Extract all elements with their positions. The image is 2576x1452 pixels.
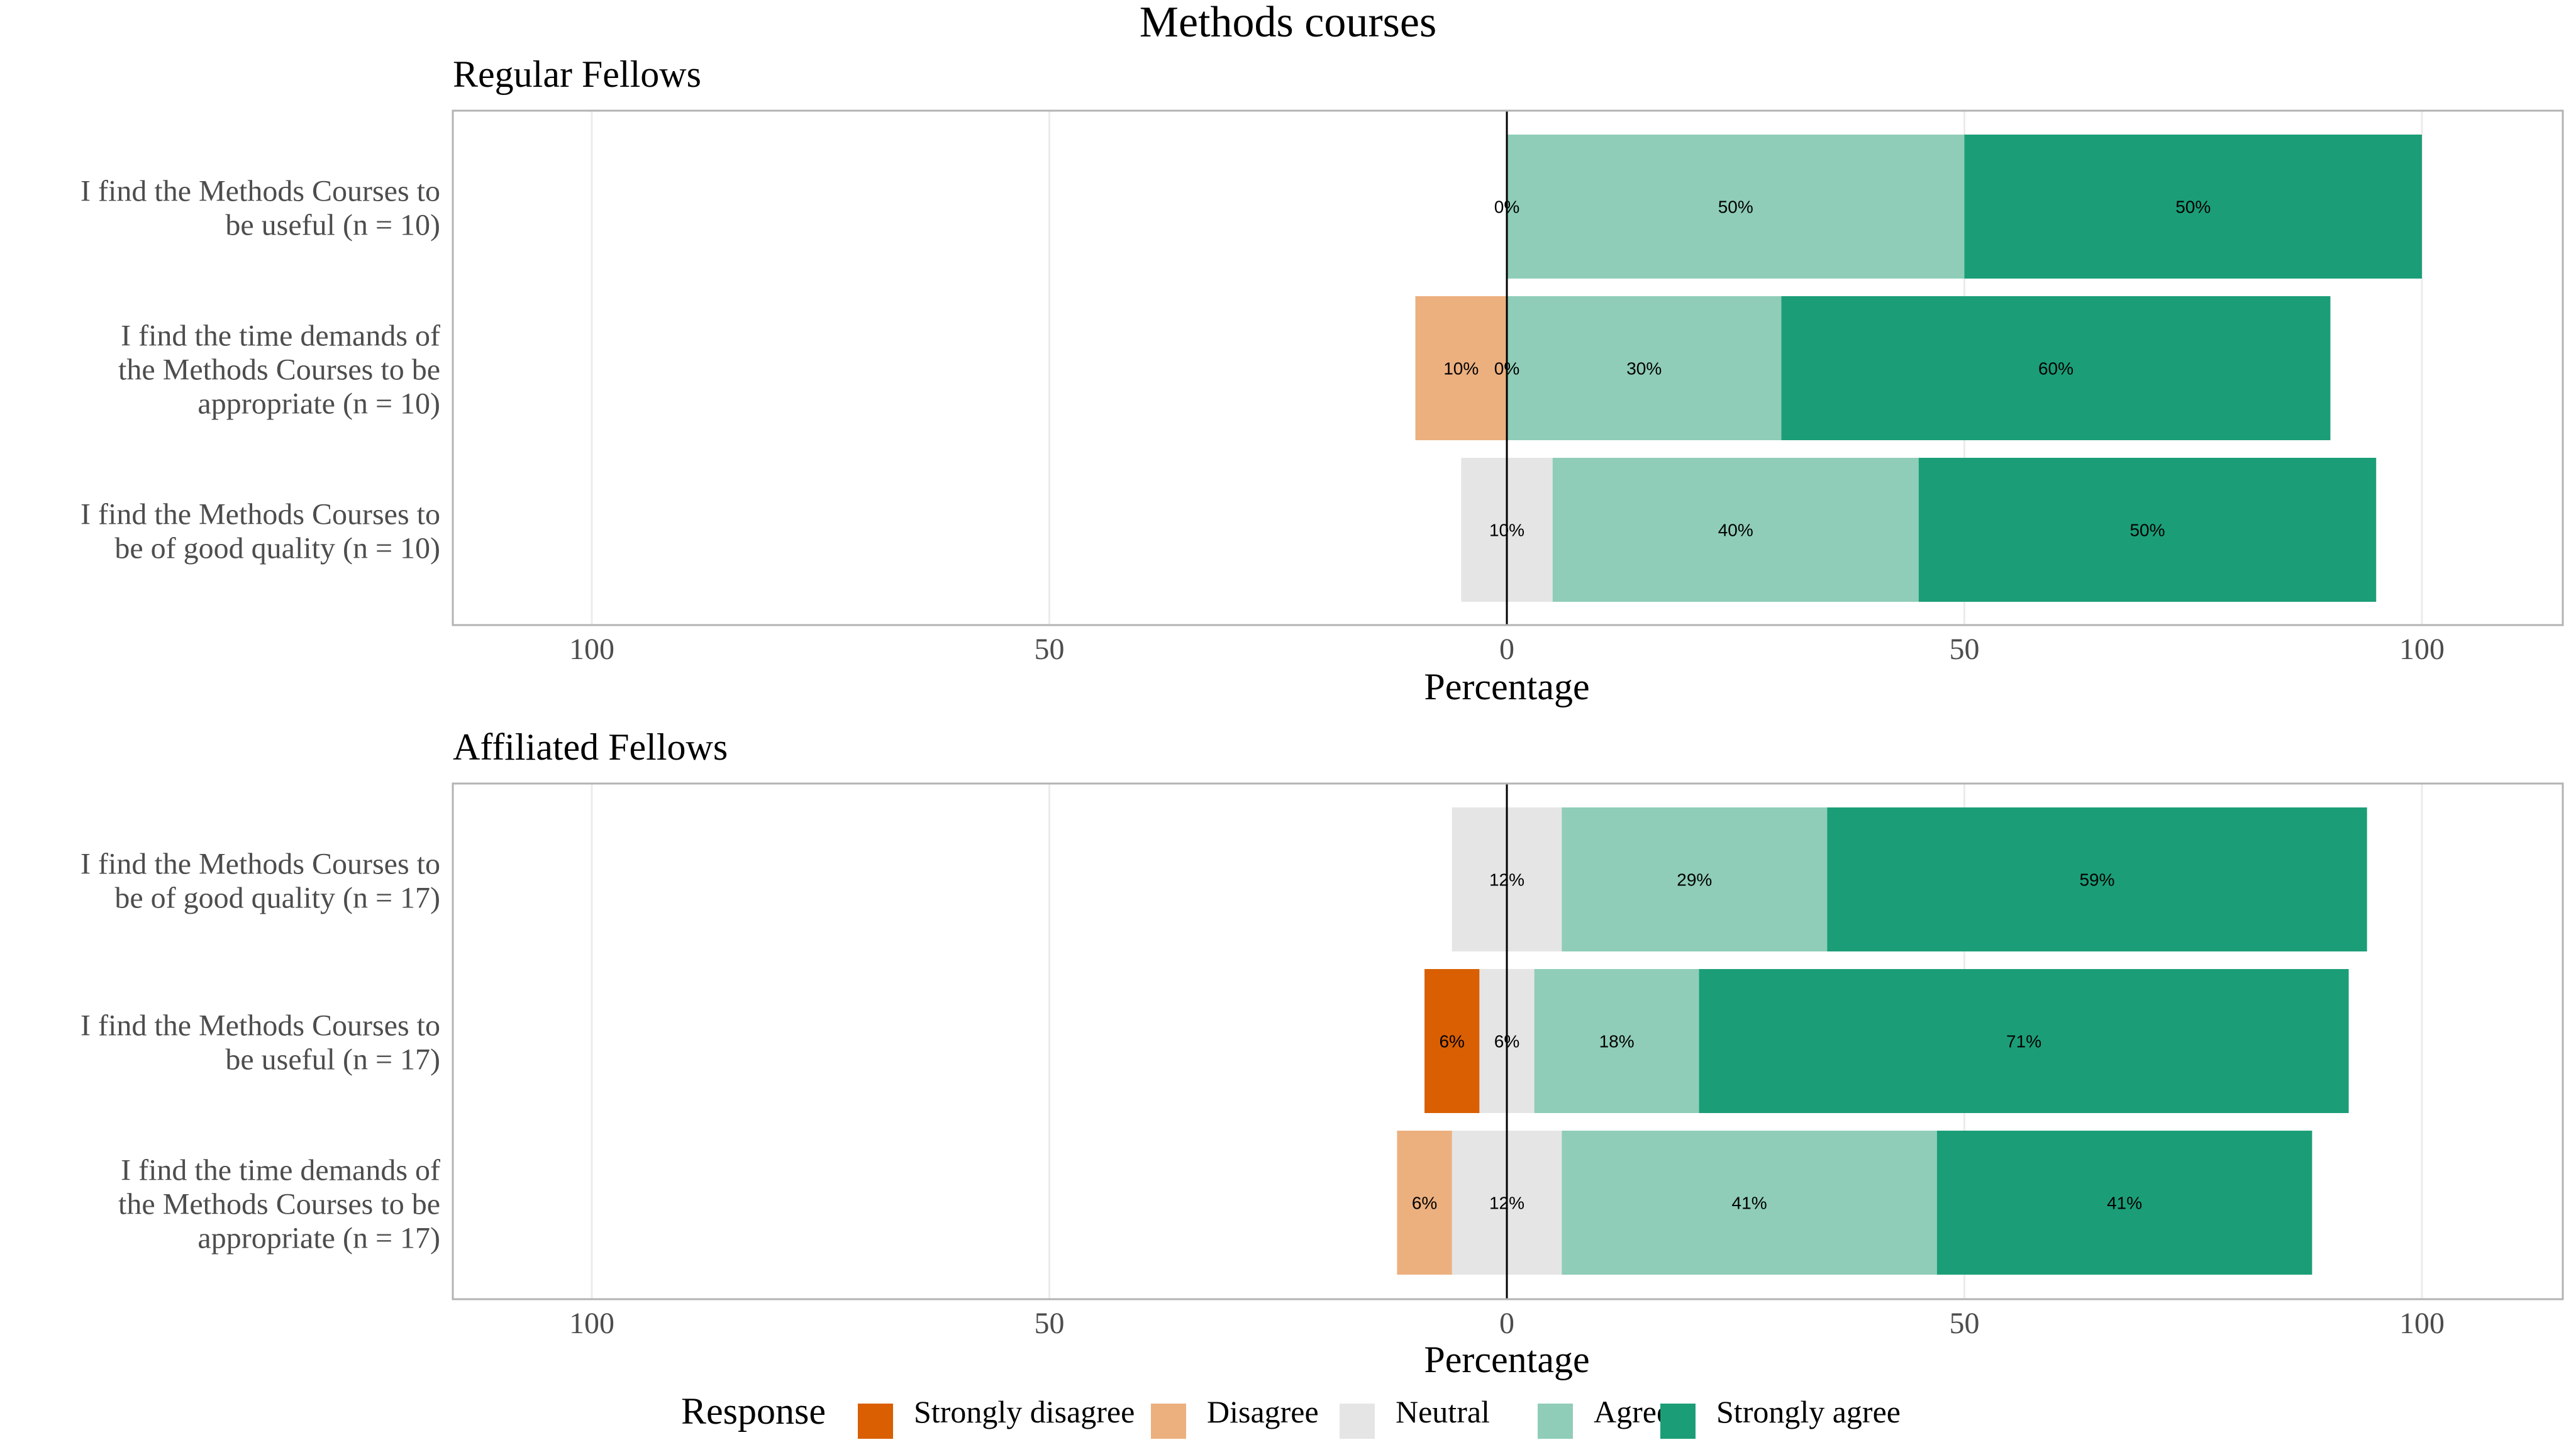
legend-label-strongly-disagree: Strongly disagree	[914, 1394, 1135, 1429]
bar-segment-neutral	[1479, 969, 1507, 1113]
legend-swatch-strongly-disagree	[858, 1404, 893, 1439]
x-tick-label: 50	[1035, 1307, 1065, 1340]
legend-label-strongly-agree: Strongly agree	[1716, 1394, 1901, 1429]
y-category-label: be useful (n = 17)	[225, 1043, 440, 1077]
bar-segment-neutral	[1507, 807, 1562, 951]
data-label: 50%	[2175, 197, 2211, 217]
x-tick-label: 100	[569, 633, 614, 666]
y-category-label: I find the Methods Courses to	[80, 1009, 440, 1043]
y-category-label: I find the time demands of	[121, 319, 440, 353]
bar-segment-neutral	[1461, 458, 1507, 602]
legend-title: Response	[681, 1390, 826, 1432]
y-category-label: appropriate (n = 10)	[197, 387, 440, 421]
y-category-label: I find the Methods Courses to	[80, 175, 440, 208]
data-label: 29%	[1677, 870, 1712, 890]
bar-segment-neutral	[1507, 1131, 1562, 1275]
legend-label-agree: Agree	[1594, 1394, 1670, 1429]
data-label: 6%	[1412, 1194, 1437, 1213]
y-category-label: the Methods Courses to be	[118, 1188, 440, 1221]
panel-border	[452, 782, 2564, 1300]
x-tick-label: 0	[1499, 633, 1514, 666]
data-label: 41%	[1732, 1194, 1767, 1213]
y-category-label: be of good quality (n = 17)	[114, 882, 440, 915]
legend-label-disagree: Disagree	[1207, 1394, 1319, 1429]
y-category-label: I find the Methods Courses to	[80, 498, 440, 531]
bar-segment-agree	[1507, 135, 1965, 279]
bar-segment-agree	[1562, 807, 1828, 951]
x-tick-label: 100	[569, 1307, 614, 1340]
bar-segment-strongly-agree	[1936, 1131, 2312, 1275]
x-tick-label: 50	[1035, 633, 1065, 666]
data-label: 18%	[1599, 1032, 1635, 1051]
bar-segment-agree	[1552, 458, 1919, 602]
data-label: 10%	[1443, 359, 1479, 379]
y-category-label: I find the time demands of	[121, 1154, 440, 1187]
y-category-label: be useful (n = 10)	[225, 209, 440, 242]
y-category-label: appropriate (n = 17)	[197, 1222, 440, 1255]
bar-segment-agree	[1507, 296, 1782, 440]
legend-swatch-neutral	[1340, 1404, 1375, 1439]
bar-segment-strongly-agree	[1699, 969, 2349, 1113]
data-label: 30%	[1626, 359, 1662, 379]
x-axis-label: Percentage	[1424, 666, 1589, 707]
bar-segment-neutral	[1452, 1131, 1507, 1275]
legend-swatch-strongly-agree	[1660, 1404, 1696, 1439]
data-label: 59%	[2079, 870, 2114, 890]
x-tick-label: 50	[1950, 633, 1980, 666]
bar-segment-disagree	[1397, 1131, 1452, 1275]
data-label: 50%	[1718, 197, 1753, 217]
y-category-label: the Methods Courses to be	[118, 353, 440, 387]
bar-segment-strongly-agree	[1781, 296, 2331, 440]
bar-segment-strongly-agree	[1827, 807, 2367, 951]
bar-segment-disagree	[1415, 296, 1507, 440]
x-tick-label: 50	[1950, 1307, 1980, 1340]
x-tick-label: 0	[1499, 1307, 1514, 1340]
data-label: 41%	[2107, 1194, 2142, 1213]
legend-swatch-disagree	[1151, 1404, 1186, 1439]
legend-label-neutral: Neutral	[1396, 1394, 1490, 1429]
data-label: 60%	[2038, 359, 2074, 379]
bar-segment-agree	[1562, 1131, 1937, 1275]
y-category-label: be of good quality (n = 10)	[114, 532, 440, 565]
y-category-label: I find the Methods Courses to	[80, 848, 440, 881]
bar-segment-neutral	[1507, 969, 1535, 1113]
bar-segment-strongly-agree	[1918, 458, 2377, 602]
data-label: 50%	[2129, 521, 2165, 540]
panel-title-affiliated: Affiliated Fellows	[453, 726, 728, 768]
bar-segment-strongly-disagree	[1424, 969, 1480, 1113]
x-tick-label: 100	[2399, 1307, 2445, 1340]
legend-swatch-agree	[1538, 1404, 1573, 1439]
x-axis-label: Percentage	[1424, 1339, 1589, 1380]
bar-segment-strongly-agree	[1964, 135, 2422, 279]
data-label: 40%	[1718, 521, 1753, 540]
data-label: 71%	[2006, 1032, 2041, 1051]
bar-segment-neutral	[1507, 458, 1553, 602]
chart-title: Methods courses	[1140, 0, 1436, 47]
data-label: 6%	[1439, 1032, 1464, 1051]
panel-title-regular: Regular Fellows	[453, 53, 701, 95]
bar-segment-agree	[1534, 969, 1699, 1113]
bar-segment-neutral	[1452, 807, 1507, 951]
x-tick-label: 100	[2399, 633, 2445, 666]
panel-border	[452, 109, 2564, 626]
